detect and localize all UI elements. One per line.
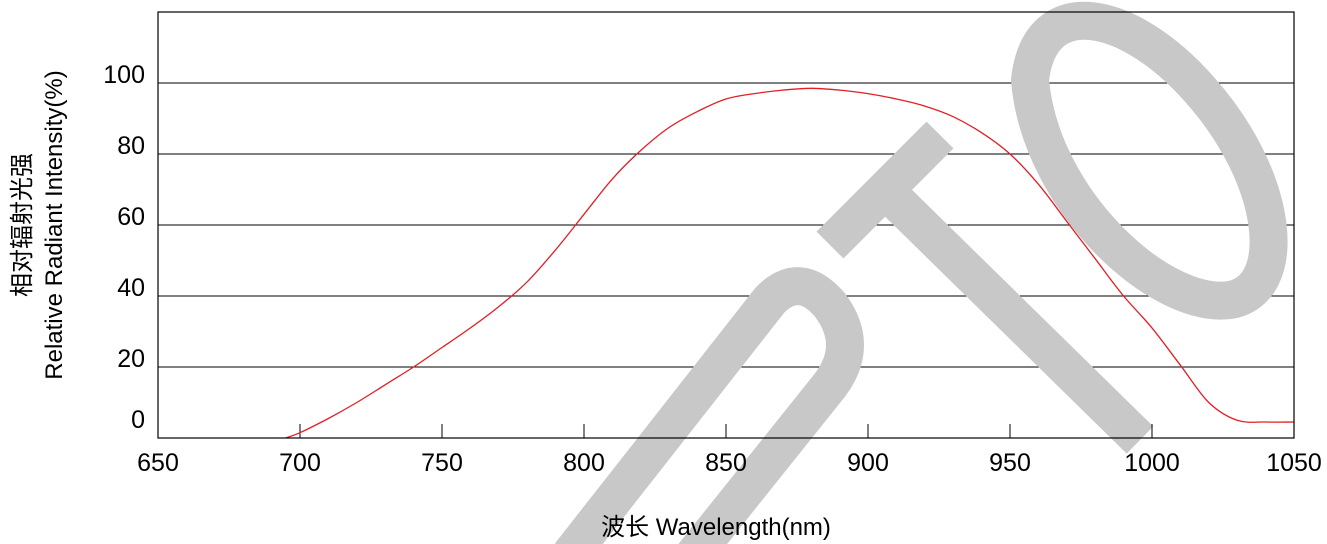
y-tick-label: 80 (117, 132, 145, 160)
grid (158, 82, 1294, 368)
watermark-letter-p (555, 267, 864, 544)
x-tick-label: 1000 (1124, 449, 1180, 477)
x-axis-title: 波长 Wavelength(nm) (601, 514, 831, 541)
x-tick-label: 700 (279, 449, 321, 477)
x-ticks: 650 700 750 800 850 900 950 1000 1050 (137, 424, 1322, 477)
x-tick-label: 950 (989, 449, 1031, 477)
series-line (285, 87, 1295, 439)
x-tick-label: 850 (705, 449, 747, 477)
y-tick-label: 100 (103, 61, 145, 89)
y-axis-title-en: Relative Radiant Intensity(%) (41, 70, 68, 379)
x-tick-label: 650 (137, 449, 179, 477)
y-ticks: 0 20 40 60 80 100 (103, 61, 145, 434)
x-tick-label: 1050 (1266, 449, 1322, 477)
x-tick-label: 900 (847, 449, 889, 477)
series (285, 87, 1295, 439)
watermark (555, 1, 1288, 544)
x-tick-label: 750 (421, 449, 463, 477)
x-tick-label: 800 (563, 449, 605, 477)
watermark-letter-t (816, 121, 1154, 454)
y-axis-title-cn: 相对辐射光强 (9, 153, 36, 297)
y-tick-label: 40 (117, 274, 145, 302)
watermark-letter-o (1011, 1, 1288, 320)
y-tick-label: 0 (131, 406, 145, 434)
plot-frame (157, 11, 1295, 439)
y-tick-label: 60 (117, 203, 145, 231)
y-tick-label: 20 (117, 345, 145, 373)
